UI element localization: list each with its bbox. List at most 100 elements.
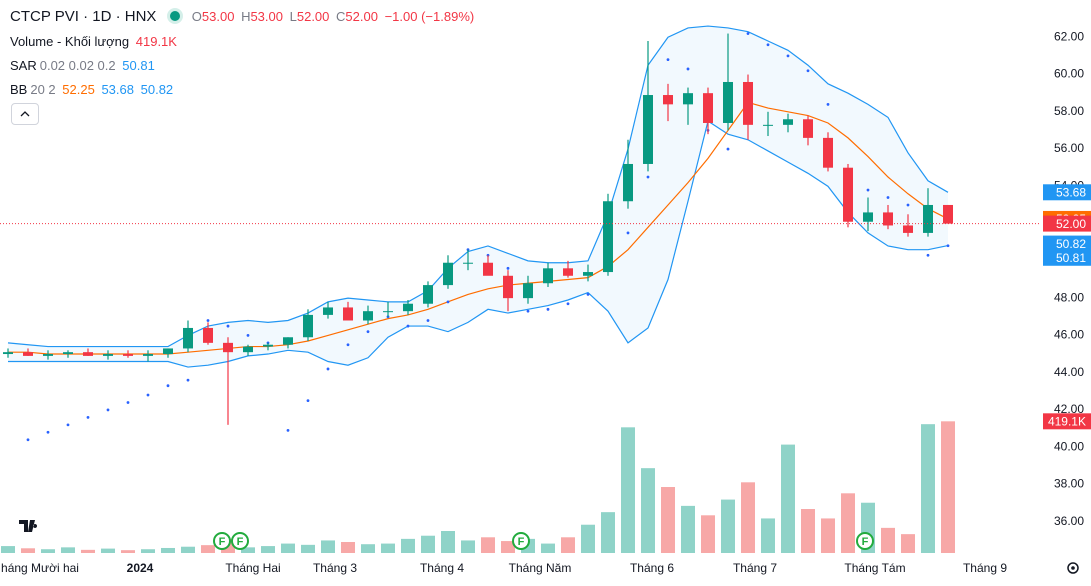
event-marker-label: F [219,536,226,548]
price-badge [1043,413,1091,430]
sar-dot [306,399,310,403]
volume-bar [581,524,595,553]
sar-dot [366,330,370,334]
volume-bar [901,534,915,553]
event-marker[interactable] [213,532,231,550]
candle-body [503,275,513,299]
volume-name: Volume - Khối lượng [10,34,130,49]
x-tick-label: Tháng 6 [630,561,674,575]
volume-bar [661,487,675,553]
close-label: C [336,9,346,24]
sar-dot [446,300,450,304]
sar-name: SAR [10,58,37,73]
candle-body [603,201,613,273]
candle-body [643,95,653,164]
price-axis-bg [1040,0,1091,586]
sar-dot [286,429,290,432]
legend-main: CTCP PVI · 1D · HNX O53.00 H53.00 L52.00… [10,8,480,25]
volume-bar [801,509,815,553]
sar-dot [126,401,130,404]
candle-body [903,225,913,233]
status-dot [169,11,180,21]
collapse-button[interactable] [11,103,39,125]
open-label: O [191,9,202,24]
candle-body [703,93,713,123]
settings-icon[interactable] [1067,562,1079,574]
candle-body [283,337,293,345]
event-marker[interactable] [512,532,530,550]
candle-body [303,314,313,338]
sar-dot [66,423,70,427]
volume-bar [741,482,755,553]
candle-body [43,354,53,356]
sar-dot [226,324,230,328]
y-tick-label: 40.00 [1054,439,1084,453]
volume-bar [781,444,795,553]
high-label: H [241,9,251,24]
event-marker[interactable] [231,532,249,550]
sar-dot [346,343,350,347]
candle-body [323,307,333,315]
close-value: 52.00 [345,9,378,24]
candle-body [63,352,73,355]
volume-bar [441,531,455,553]
sar-dot [666,58,670,62]
logo[interactable] [16,513,46,541]
x-tick-label: Tháng 9 [963,561,1007,575]
volume-bar [701,515,715,553]
volume-bar [1,546,15,553]
x-tick-label: Tháng Tám [844,561,905,575]
event-markers: F F F F [213,532,874,550]
y-tick-label: 58.00 [1054,104,1084,118]
price-badge-label: 53.68 [1056,185,1086,199]
bb-lower-line [8,120,949,368]
sar-dot [866,188,870,192]
event-marker[interactable] [856,532,874,550]
volume-bar [241,547,255,553]
candle-body [343,307,353,321]
price-badge-label: 52.00 [1056,217,1086,231]
candle-body [3,352,13,355]
sar-dot [26,438,30,442]
candle-body [843,167,853,222]
candle-body [103,354,113,356]
sar-dot [506,266,510,270]
volume-bar [821,518,835,553]
volume-bar [401,538,415,553]
bb-lower-value: 50.82 [140,82,174,97]
sar-dot [906,203,910,207]
volume-bar [381,543,395,553]
sar-dot [926,253,930,257]
volume-bar [561,537,575,553]
sar-dot [526,309,530,313]
time-axis-bg [0,559,1091,586]
volume-bar [841,493,855,553]
volume-bar [121,550,135,553]
candle-body [583,272,593,276]
high-value: 53.00 [250,9,283,24]
y-tick-label: 56.00 [1054,141,1084,155]
price-badge-label: 50.82 [1056,237,1086,251]
volume-bar [261,546,275,553]
candle-body [743,81,753,125]
x-tick-label: 2024 [127,561,154,575]
candle-body [23,352,33,356]
volume-bar [301,544,315,553]
volume-bar [21,548,35,553]
candle-body [763,124,773,126]
volume-bar [461,540,475,553]
x-tick-label: Tháng 7 [733,561,777,575]
price-badge [1043,249,1091,266]
candle-body [263,344,273,347]
sar-dot [186,378,190,382]
sar-dot [206,319,210,322]
volume-bar [181,546,195,553]
candle-body [923,204,933,233]
x-tick-label: Tháng Năm [509,561,572,575]
sar-dot [786,54,790,58]
event-marker-label: F [518,536,525,548]
legend-sar: SAR 0.02 0.02 0.2 50.81 [10,58,158,73]
volume-bar [101,548,115,553]
volume-bar [721,499,735,553]
sar-dot [86,415,90,419]
